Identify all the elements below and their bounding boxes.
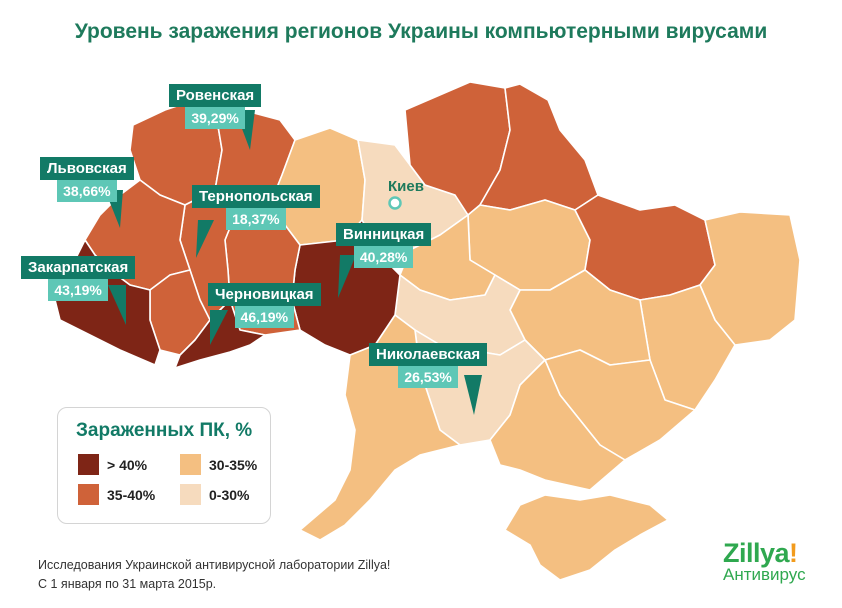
legend-item-35-40: 35-40%	[78, 484, 155, 505]
footer-line2: С 1 января по 31 марта 2015р.	[38, 577, 217, 591]
callout-chernivtsi-value: 46,19%	[234, 306, 295, 328]
legend-item-0-30: 0-30%	[180, 484, 249, 505]
callout-zakarpattia: Закарпатская 43,19%	[21, 256, 136, 301]
pointer-mykolaiv	[464, 375, 482, 415]
pointer-vinnytsia	[338, 255, 356, 298]
legend-title: Зараженных ПК, %	[76, 420, 253, 441]
callout-ternopil: Тернопольская 18,37%	[192, 185, 320, 230]
callout-vinnytsia-value: 40,28%	[353, 246, 414, 268]
legend-swatch-gt40	[78, 454, 99, 475]
callout-ternopil-value: 18,37%	[226, 208, 286, 230]
callout-lviv-value: 38,66%	[57, 180, 117, 202]
callout-chernivtsi: Черновицкая 46,19%	[208, 283, 321, 328]
kiev-label: Киев	[388, 178, 424, 195]
logo-brand-name: Zillya	[723, 538, 790, 568]
legend-label-0-30: 0-30%	[209, 486, 250, 503]
logo-bang: !	[789, 538, 798, 568]
callout-chernivtsi-name: Черновицкая	[208, 283, 321, 306]
callout-rivne-value: 39,29%	[185, 107, 245, 129]
callout-rivne-name: Ровенская	[169, 84, 262, 107]
pointer-ternopil	[196, 220, 214, 258]
callout-zakarpattia-name: Закарпатская	[21, 256, 136, 279]
legend-label-30-35: 30-35%	[209, 456, 258, 473]
callout-lviv-name: Львовская	[40, 157, 134, 180]
logo-sub: Антивирус	[723, 565, 806, 584]
callout-vinnytsia: Винницкая 40,28%	[336, 223, 432, 268]
footer: Исследования Украинской антивирусной лаб…	[38, 556, 390, 594]
kiev-marker[interactable]	[388, 196, 402, 210]
callout-mykolaiv: Николаевская 26,53%	[369, 343, 488, 388]
legend: Зараженных ПК, % > 40% 30-35% 35-40% 0-3…	[57, 407, 271, 524]
region-crimea[interactable]	[504, 494, 669, 581]
pointer-zakarpattia	[108, 285, 126, 325]
pointer-chernivtsi	[210, 310, 228, 345]
legend-label-35-40: 35-40%	[107, 486, 156, 503]
callout-rivne: Ровенская 39,29%	[169, 84, 262, 129]
callout-vinnytsia-name: Винницкая	[336, 223, 432, 246]
legend-swatch-35-40	[78, 484, 99, 505]
logo-brand: Zillya!	[723, 538, 806, 569]
callout-mykolaiv-value: 26,53%	[398, 366, 458, 388]
footer-line1: Исследования Украинской антивирусной лаб…	[38, 558, 391, 572]
callout-mykolaiv-name: Николаевская	[369, 343, 488, 366]
legend-swatch-0-30	[180, 484, 201, 505]
map-title: Уровень заражения регионов Украины компь…	[74, 20, 768, 43]
region-luhansk[interactable]	[699, 211, 801, 346]
callout-ternopil-name: Тернопольская	[192, 185, 320, 208]
legend-item-gt40: > 40%	[78, 454, 147, 475]
callout-lviv: Львовская 38,66%	[40, 157, 134, 202]
region-kherson[interactable]	[489, 359, 626, 491]
legend-swatch-30-35	[180, 454, 201, 475]
legend-item-30-35: 30-35%	[180, 454, 257, 475]
legend-label-gt40: > 40%	[107, 456, 148, 473]
zillya-logo[interactable]: Zillya! Антивирус	[723, 538, 806, 585]
region-chernivtsi[interactable]	[174, 299, 266, 369]
callout-zakarpattia-value: 43,19%	[48, 279, 108, 301]
